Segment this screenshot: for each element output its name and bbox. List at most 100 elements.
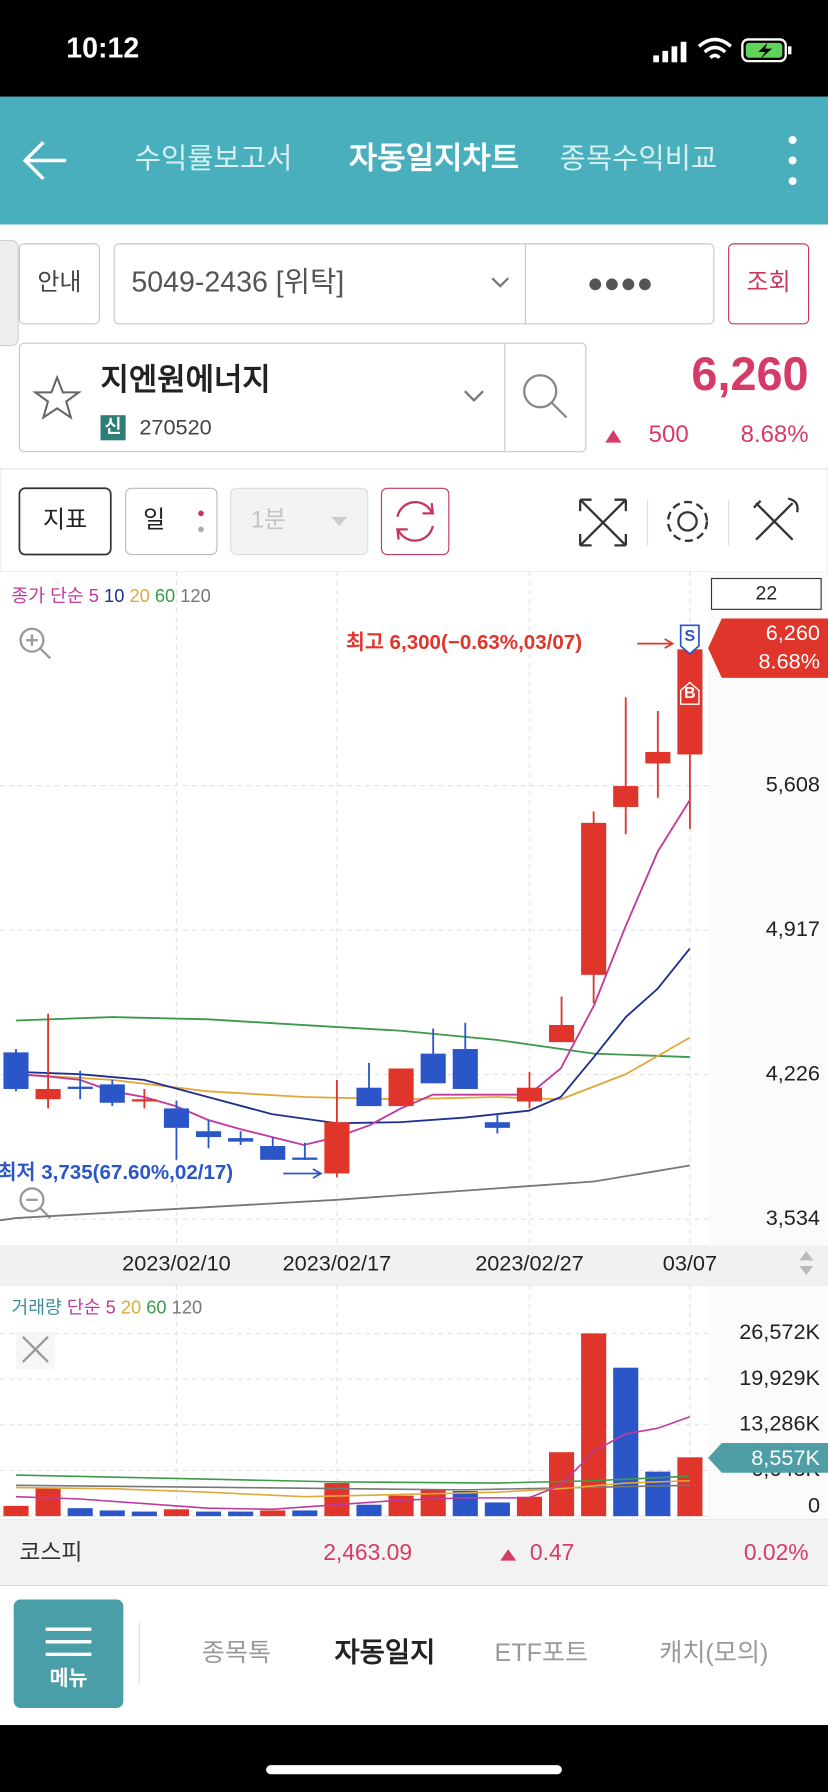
count-box [710,577,822,610]
legend-item: 5 [89,585,99,606]
nav-item[interactable]: 캐치(모의) [659,1639,768,1667]
query-button[interactable] [728,243,810,325]
app-header [0,96,828,225]
up-arrow [500,1549,517,1561]
credit-badge-text: 신 [105,416,122,437]
volume-moving-averages [15,1416,691,1511]
signal-icon [653,41,687,63]
fullscreen-button[interactable] [579,498,627,547]
x-tick-label: 2023/02/27 [475,1251,584,1276]
indicator-button[interactable] [18,487,112,556]
legend-item: 120 [180,585,210,606]
volume-legend: 거래량 단순 5 20 60 120 [11,1296,202,1317]
legend-item: 10 [104,585,124,606]
favorite-star[interactable] [32,374,82,420]
high-annotation: 최고 6,300(−0.63%,03/07) [346,631,582,654]
candle-body [195,1131,222,1138]
legend-title: 거래량 [11,1296,62,1317]
password-field[interactable]: ●●●● [587,267,653,298]
candle-body [67,1086,93,1089]
price-axis: 3,534 4,226 4,917 5,608 [766,771,820,1230]
candle-body [324,1122,350,1174]
stock-code: 270520 [139,415,211,440]
menu-label: 메뉴 [50,1667,88,1690]
candle-body [356,1087,382,1107]
interval-label: 1분 [251,507,286,534]
x-tick-label: 2023/02/10 [122,1251,231,1276]
sell-marker [679,624,700,656]
bottom-nav [0,1585,828,1726]
market-change-pct: 0.02% [744,1539,809,1565]
market-value: 2,463.09 [323,1539,412,1565]
volume-bar [613,1367,639,1517]
legend-item: 60 [146,1296,166,1317]
volume-tag [708,1443,828,1473]
resize-handle[interactable] [799,1251,814,1276]
price-legend: 종가 단순 5 10 20 60 120 [11,585,210,606]
home-indicator [266,1765,562,1775]
volume-bar [3,1505,29,1517]
stock-select[interactable] [18,342,587,453]
date-labels: 2023/02/10 2023/02/17 2023/02/27 03/07 [122,1251,717,1276]
dot [198,510,204,517]
up-arrow [605,430,622,443]
nav-item[interactable]: 종목톡 [202,1639,271,1667]
y-tick-label: 13,286K [739,1411,820,1436]
account-select[interactable] [113,243,715,325]
more-button[interactable] [788,135,797,186]
tab[interactable]: 종목수익비교 [560,143,718,175]
market-bar [0,1519,828,1586]
legend-sub: 단순 [67,1296,101,1317]
back-button[interactable] [22,141,67,180]
volume-bar [195,1511,222,1517]
candle-body [228,1138,254,1142]
tab[interactable]: 수익률보고서 [135,143,293,175]
chevron [491,277,510,288]
indicator-label: 지표 [43,507,87,534]
side-handle[interactable] [0,239,19,347]
volume-bar [452,1491,478,1517]
y-tick-label: 5,608 [766,771,820,796]
chevron [331,516,348,526]
tools-button[interactable] [752,497,799,541]
ma-line [15,1416,691,1511]
candle-body [260,1146,286,1160]
nav-item[interactable]: ETF포트 [495,1639,589,1667]
price-tag-pct: 8.68% [759,649,820,674]
settings-button[interactable] [666,500,709,542]
volume-bar [645,1471,671,1517]
x-tick-label: 03/07 [663,1251,717,1276]
period-button[interactable] [125,487,218,556]
credit-badge [100,415,126,441]
y-tick-label: 4,226 [766,1060,820,1085]
sell-marker-text: S [684,628,695,645]
zoom-in-button[interactable] [19,627,52,660]
candle-body [452,1049,478,1089]
market-name: 코스피 [19,1539,82,1565]
guide-label: 안내 [37,269,81,296]
guide-button[interactable] [18,243,100,325]
refresh-button[interactable] [380,487,450,556]
legend-item: 20 [129,585,149,606]
volume-bar [516,1496,543,1517]
status-bar [0,0,828,97]
candle-body [3,1052,29,1089]
candle-body [131,1099,157,1102]
y-tick-label: 3,534 [766,1205,820,1230]
close-volume-button[interactable] [15,1332,55,1369]
market-change: 0.47 [530,1539,574,1565]
tab-active[interactable]: 자동일지차트 [349,141,519,176]
search-button[interactable] [523,374,568,419]
buy-marker [679,681,700,705]
candle-body [388,1068,414,1107]
count-label: 22 [756,583,778,605]
candles [3,640,703,1178]
current-price: 6,260 [691,348,808,400]
volume-tag-label: 8,557K [751,1445,820,1470]
battery-icon [741,38,792,63]
nav-item-active[interactable]: 자동일지 [334,1637,435,1668]
x-tick-label: 2023/02/17 [283,1251,392,1276]
candle-body [99,1084,125,1103]
